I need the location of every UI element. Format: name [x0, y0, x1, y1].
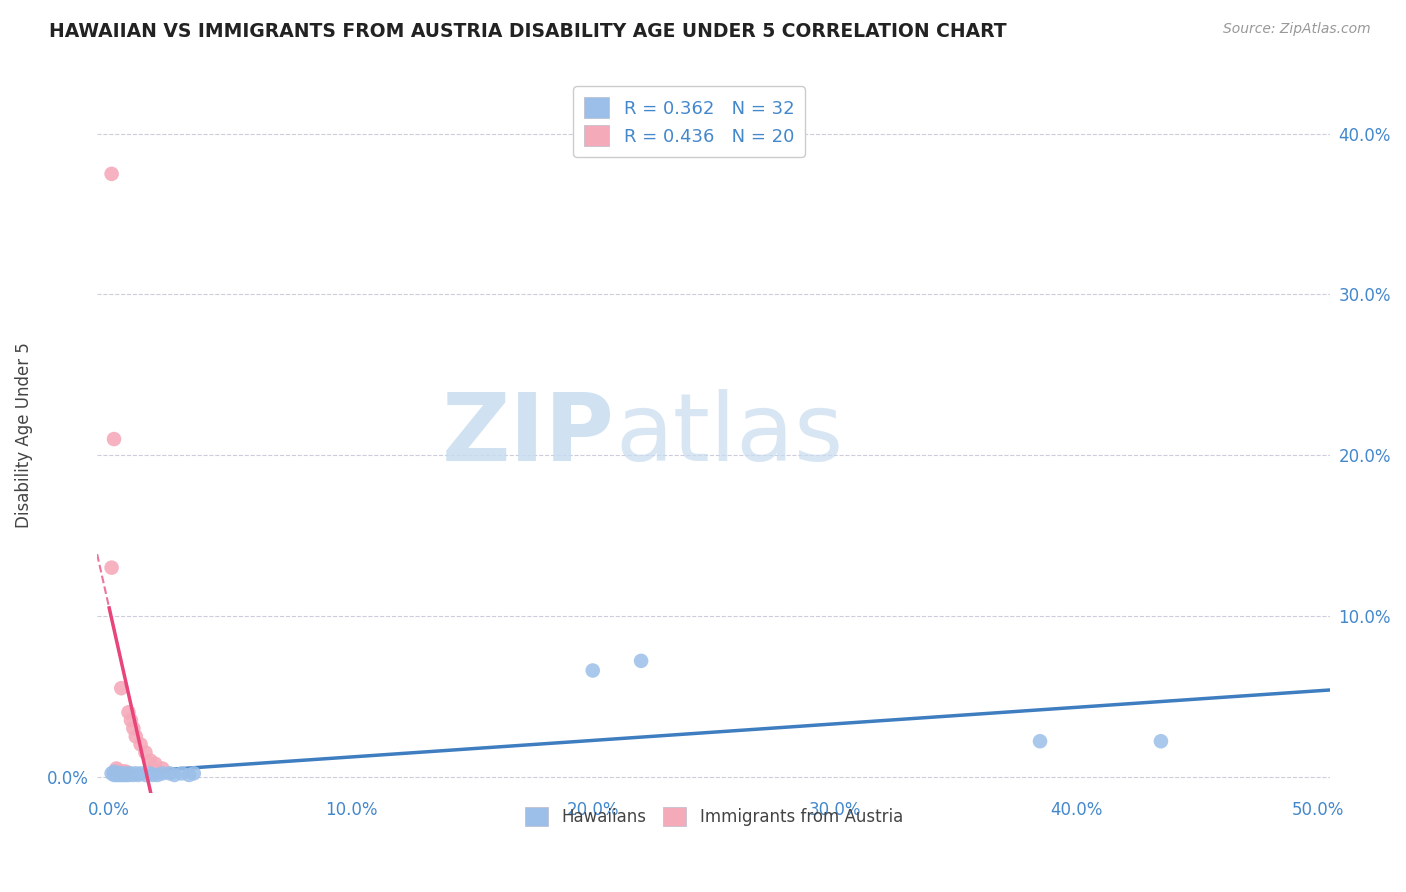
Point: [142, 768, 165, 782]
Point: [139, 754, 162, 768]
Y-axis label: Disability Age Under 5: Disability Age Under 5: [15, 343, 32, 528]
Point: [112, 764, 135, 779]
Point: [117, 768, 139, 782]
Point: [100, 560, 122, 574]
Point: [103, 432, 125, 446]
Point: [115, 766, 138, 780]
Point: [117, 706, 139, 720]
Point: [120, 714, 142, 728]
Point: [630, 654, 652, 668]
Point: [582, 664, 605, 678]
Point: [183, 766, 205, 780]
Point: [125, 730, 148, 744]
Point: [146, 768, 169, 782]
Point: [1150, 734, 1173, 748]
Point: [105, 762, 128, 776]
Point: [108, 766, 131, 780]
Point: [134, 746, 156, 760]
Point: [122, 768, 145, 782]
Text: ZIP: ZIP: [441, 389, 614, 481]
Point: [110, 764, 132, 779]
Point: [115, 768, 138, 782]
Point: [177, 768, 200, 782]
Point: [112, 764, 135, 779]
Point: [125, 766, 148, 780]
Point: [103, 764, 125, 779]
Point: [108, 768, 131, 782]
Point: [110, 766, 132, 780]
Point: [110, 768, 132, 782]
Point: [110, 681, 132, 696]
Point: [105, 766, 128, 780]
Point: [105, 768, 128, 782]
Text: Source: ZipAtlas.com: Source: ZipAtlas.com: [1223, 22, 1371, 37]
Point: [143, 756, 166, 771]
Point: [100, 167, 122, 181]
Point: [127, 768, 149, 782]
Text: atlas: atlas: [614, 389, 844, 481]
Point: [120, 766, 142, 780]
Point: [170, 766, 193, 780]
Point: [1029, 734, 1052, 748]
Point: [122, 722, 145, 736]
Point: [105, 764, 128, 779]
Point: [129, 766, 152, 780]
Point: [108, 764, 131, 779]
Point: [159, 766, 181, 780]
Point: [129, 738, 152, 752]
Point: [100, 766, 122, 780]
Point: [134, 768, 156, 782]
Point: [103, 768, 125, 782]
Point: [150, 762, 173, 776]
Point: [150, 766, 173, 780]
Text: HAWAIIAN VS IMMIGRANTS FROM AUSTRIA DISABILITY AGE UNDER 5 CORRELATION CHART: HAWAIIAN VS IMMIGRANTS FROM AUSTRIA DISA…: [49, 22, 1007, 41]
Point: [139, 766, 162, 780]
Point: [112, 768, 135, 782]
Point: [115, 764, 138, 779]
Legend: Hawaiians, Immigrants from Austria: Hawaiians, Immigrants from Austria: [516, 798, 911, 834]
Point: [163, 768, 186, 782]
